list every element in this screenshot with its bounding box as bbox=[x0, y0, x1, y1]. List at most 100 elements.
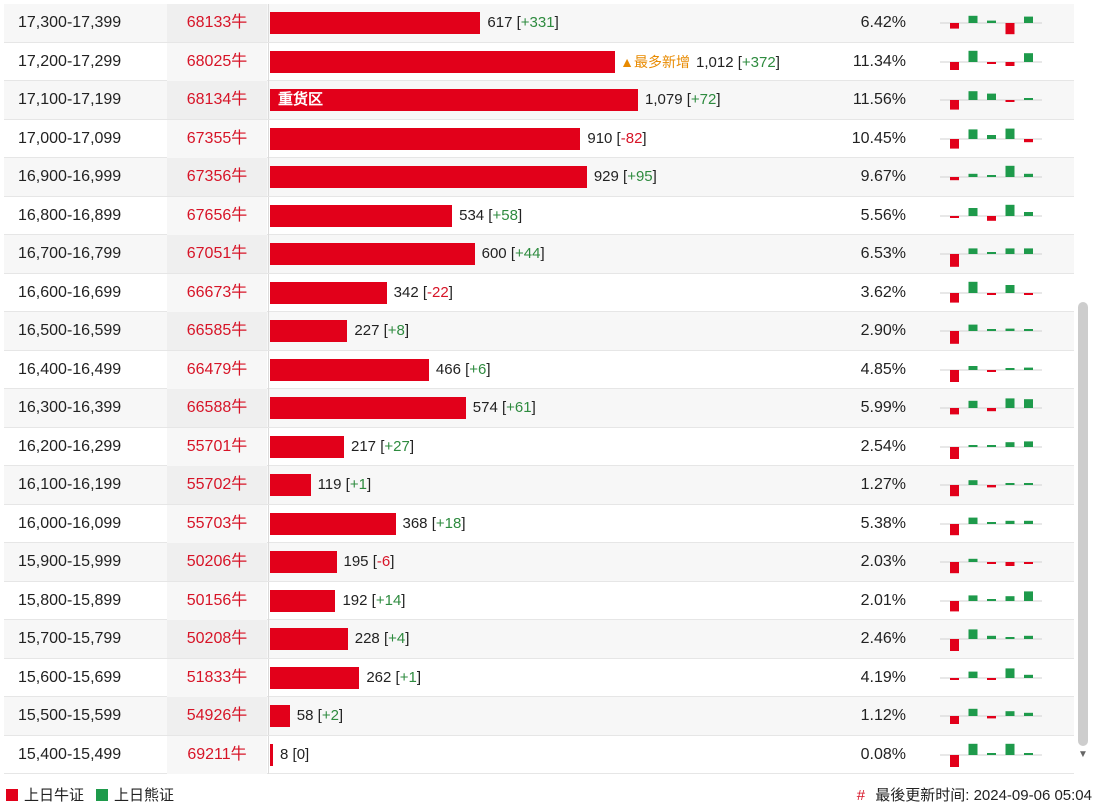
sparkline-bar bbox=[987, 61, 996, 64]
sparkline-bar bbox=[1005, 637, 1015, 639]
price-range: 15,900-15,999 bbox=[18, 553, 122, 570]
warrant-code-link[interactable]: 67051牛 bbox=[167, 235, 267, 273]
quantity-value: ▲最多新增 1,012 [+372] bbox=[620, 53, 780, 71]
quantity-value: 466 [+6] bbox=[435, 360, 491, 378]
bar-cell: 342 [-22] bbox=[268, 273, 839, 312]
warrant-code-link[interactable]: 50156牛 bbox=[167, 581, 267, 620]
legend: 上日牛证 上日熊证 bbox=[6, 784, 186, 805]
table-row: 16,700-16,799 67051牛 600 [+44] 6.53% bbox=[4, 235, 1074, 274]
sparkline-bar bbox=[968, 324, 978, 331]
table-row: 16,000-16,099 55703牛 368 [+18] 5.38% bbox=[4, 504, 1074, 543]
warrant-code-link[interactable]: 55701牛 bbox=[167, 427, 267, 466]
warrant-code-link[interactable]: 66588牛 bbox=[167, 389, 267, 427]
quantity-bar bbox=[270, 243, 475, 265]
sparkline-bar bbox=[987, 93, 996, 100]
history-sparkline bbox=[940, 480, 1042, 497]
quantity-count: 617 bbox=[487, 14, 513, 31]
table-row: 16,100-16,199 55702牛 119 [+1] 1.27% bbox=[4, 466, 1074, 505]
price-range: 16,000-16,099 bbox=[18, 514, 122, 532]
sparkline-bar bbox=[987, 485, 996, 488]
sparkline-bar bbox=[950, 677, 959, 680]
quantity-count: 910 bbox=[587, 129, 613, 147]
percentage: 1.12% bbox=[860, 707, 906, 724]
sparkline-bar bbox=[968, 708, 978, 716]
quantity-bar bbox=[270, 474, 311, 496]
history-sparkline bbox=[940, 590, 1042, 611]
scrollbar-thumb[interactable] bbox=[1078, 302, 1088, 746]
bar-cell: 466 [+6] bbox=[268, 350, 839, 389]
sparkline-bar bbox=[968, 594, 978, 601]
price-range: 16,200-16,299 bbox=[18, 437, 122, 455]
percentage: 5.99% bbox=[860, 399, 906, 416]
sparkline-bar bbox=[1024, 635, 1033, 639]
quantity-count: 600 bbox=[481, 245, 507, 262]
warrant-code-link[interactable]: 51833牛 bbox=[167, 658, 267, 697]
quantity-count: 8 bbox=[280, 745, 289, 763]
quantity-bar bbox=[270, 435, 344, 458]
warrant-code-link[interactable]: 67355牛 bbox=[167, 119, 267, 158]
table-row: 16,200-16,299 55701牛 217 [+27] 2.54% bbox=[4, 427, 1074, 466]
quantity-change: +8 bbox=[387, 322, 405, 339]
sparkline-bar bbox=[950, 562, 959, 574]
footer: 上日牛证 上日熊证 # 最後更新时间: 2024-09-06 05:04 bbox=[0, 782, 1100, 805]
bar-cell: 195 [-6] bbox=[268, 543, 839, 581]
quantity-count: 574 bbox=[472, 399, 498, 416]
warrant-code-link[interactable]: 68134牛 bbox=[167, 81, 267, 119]
quantity-change: -22 bbox=[427, 283, 449, 301]
price-range: 15,700-15,799 bbox=[18, 630, 122, 647]
quantity-value: 58 [+2] bbox=[296, 707, 344, 724]
percentage: 10.45% bbox=[851, 129, 906, 147]
quantity-change: +18 bbox=[435, 514, 462, 532]
history-sparkline bbox=[940, 324, 1042, 344]
sparkline-bar bbox=[987, 444, 996, 447]
bar-cell: 217 [+27] bbox=[268, 427, 839, 466]
warrant-code-link[interactable]: 66585牛 bbox=[167, 312, 267, 350]
quantity-change: +331 bbox=[520, 14, 555, 31]
sparkline-bar bbox=[950, 215, 959, 218]
sparkline-bar bbox=[987, 20, 996, 23]
quantity-count: 342 bbox=[393, 283, 419, 301]
price-range: 16,400-16,499 bbox=[18, 360, 122, 378]
quantity-change: +4 bbox=[388, 630, 406, 647]
quantity-value: 617 [+331] bbox=[487, 14, 559, 31]
warrant-code-link[interactable]: 66673牛 bbox=[167, 273, 267, 312]
sparkline-bar bbox=[1005, 165, 1015, 177]
warrant-code-link[interactable]: 50206牛 bbox=[167, 543, 267, 581]
history-sparkline bbox=[940, 440, 1042, 459]
warrant-code-link[interactable]: 67356牛 bbox=[167, 158, 267, 196]
sparkline-bar bbox=[950, 408, 959, 415]
price-range: 17,100-17,199 bbox=[18, 91, 122, 108]
warrant-code-link[interactable]: 55702牛 bbox=[167, 466, 267, 504]
quantity-count: 1,012 bbox=[696, 53, 734, 71]
history-sparkline bbox=[940, 558, 1042, 574]
warrant-code-link[interactable]: 67656牛 bbox=[167, 196, 267, 235]
table-row: 17,300-17,399 68133牛 617 [+331] 6.42% bbox=[4, 4, 1074, 43]
quantity-bar bbox=[270, 12, 481, 34]
price-range: 16,100-16,199 bbox=[18, 476, 122, 493]
warrant-code-link[interactable]: 54926牛 bbox=[167, 697, 267, 735]
price-range: 16,500-16,599 bbox=[18, 322, 122, 339]
scroll-down-arrow-icon[interactable]: ▼ bbox=[1078, 749, 1088, 760]
warrant-code-link[interactable]: 55703牛 bbox=[167, 504, 267, 543]
sparkline-bar bbox=[987, 215, 996, 221]
sparkline-bar bbox=[987, 716, 996, 719]
warrant-code-link[interactable]: 69211牛 bbox=[167, 735, 267, 774]
updated-time: 2024-09-06 05:04 bbox=[973, 787, 1092, 804]
sparkline-bar bbox=[1005, 100, 1015, 102]
sparkline-bar bbox=[968, 629, 978, 639]
history-sparkline bbox=[940, 15, 1042, 35]
warrant-code-link[interactable]: 66479牛 bbox=[167, 350, 267, 389]
warrant-code-link[interactable]: 50208牛 bbox=[167, 620, 267, 658]
sparkline-bar bbox=[950, 138, 959, 149]
sparkline-bar bbox=[1005, 61, 1015, 66]
price-range: 15,400-15,499 bbox=[18, 745, 122, 763]
percentage: 5.38% bbox=[860, 514, 906, 532]
sparkline-bar bbox=[1024, 292, 1033, 295]
quantity-count: 534 bbox=[459, 206, 485, 224]
sparkline-bar bbox=[1005, 23, 1015, 35]
sparkline-bar bbox=[968, 444, 978, 447]
warrant-code-link[interactable]: 68133牛 bbox=[167, 4, 267, 42]
quantity-bar bbox=[270, 320, 348, 342]
warrant-code-link[interactable]: 68025牛 bbox=[167, 42, 267, 81]
percentage: 11.56% bbox=[852, 91, 906, 108]
